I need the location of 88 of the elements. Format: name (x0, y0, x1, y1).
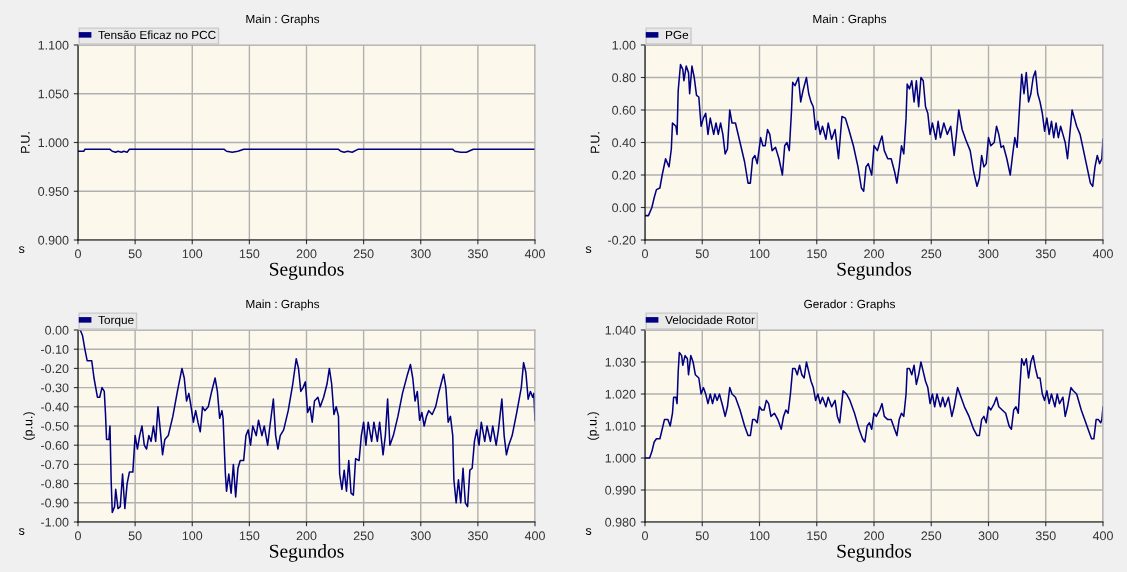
chart-title: Main : Graphs (246, 14, 320, 26)
x-axis-title: Segundos (837, 544, 912, 562)
x-tick-label: 100 (182, 531, 203, 541)
legend-label: Velocidade Rotor (665, 315, 755, 325)
x-tick-label: 100 (182, 249, 203, 259)
legend-label: Torque (98, 315, 134, 327)
line-series (645, 63, 1103, 217)
x-tick-label: 50 (128, 249, 142, 259)
y-tick-label: 1.020 (605, 389, 636, 399)
y-tick-label: -0.20 (41, 364, 69, 374)
y-tick-label: 0.900 (38, 235, 69, 245)
y-axis-title: P.U. (20, 132, 30, 153)
y-tick-label: -0.50 (41, 421, 69, 431)
x-tick-label: 200 (296, 249, 317, 259)
x-tick-label: 50 (128, 531, 142, 541)
x-tick-label: 350 (1035, 531, 1056, 541)
y-tick-label: 1.100 (38, 40, 69, 50)
x-tick-label: 0 (75, 249, 81, 259)
y-tick-label: -0.30 (41, 383, 69, 393)
x-tick-label: 100 (750, 249, 770, 259)
y-tick-label: 0.980 (605, 517, 636, 527)
x-tick-label: 250 (921, 531, 942, 541)
x-tick-label: 150 (807, 531, 827, 541)
y-tick-label: 0.00 (45, 325, 69, 335)
legend-label: PGe (666, 30, 689, 40)
y-tick-label: 0.80 (612, 73, 636, 83)
text: s (18, 246, 25, 254)
y-tick-label: 1.00 (612, 40, 636, 50)
y-tick-label: -0.70 (41, 460, 69, 470)
x-tick-label: 200 (296, 531, 317, 541)
y-axis-title: (p.u.) (23, 412, 35, 440)
x-tick-label: 300 (410, 531, 431, 541)
x-tick-label: 0 (75, 531, 81, 541)
y-tick-label: -0.60 (41, 441, 69, 450)
y-axis-title: (p.u.) (587, 412, 600, 440)
chart-title: Gerador : Graphs (804, 299, 896, 311)
y-tick-label: 1.040 (605, 325, 636, 335)
x-tick-label: 350 (467, 531, 488, 541)
y-tick-label: -0.20 (608, 235, 636, 245)
y-tick-label: -0.10 (41, 345, 69, 354)
y-tick-label: 0.990 (605, 485, 636, 495)
text: s (585, 246, 592, 254)
x-tick-label: 400 (524, 531, 545, 541)
x-tick-label: 0 (642, 249, 648, 259)
x-axis-title: Segundos (837, 262, 912, 280)
y-axis-title: P.U. (590, 132, 600, 153)
x-tick-label: 350 (467, 249, 488, 259)
text: s (585, 528, 592, 535)
x-tick-label: 400 (1092, 531, 1113, 541)
x-tick-label: 300 (410, 249, 431, 259)
x-tick-label: 50 (695, 249, 709, 259)
y-tick-label: 1.000 (605, 453, 636, 463)
y-tick-label: 0.60 (612, 105, 636, 115)
y-tick-label: 0.40 (612, 138, 636, 148)
x-tick-label: 250 (921, 249, 942, 259)
x-tick-label: 150 (239, 531, 260, 541)
x-tick-label: 200 (864, 249, 884, 259)
y-tick-label: 1.050 (38, 89, 69, 99)
x-tick-label: 300 (978, 531, 999, 541)
x-tick-label: 100 (750, 531, 770, 541)
y-tick-label: 1.030 (605, 357, 636, 367)
y-tick-label: 0.950 (38, 187, 69, 196)
x-axis-title: Segundos (269, 262, 344, 280)
y-tick-label: 0.00 (612, 203, 636, 213)
y-tick-label: 1.000 (38, 138, 69, 148)
x-tick-label: 0 (642, 531, 648, 541)
x-tick-label: 50 (695, 531, 709, 541)
y-tick-label: -1.00 (41, 517, 69, 527)
x-tick-label: 250 (353, 531, 374, 541)
y-tick-label: -0.80 (41, 479, 69, 489)
x-tick-label: 200 (864, 531, 884, 541)
x-tick-label: 250 (353, 249, 374, 259)
y-tick-label: -0.90 (41, 498, 69, 508)
x-tick-label: 150 (239, 249, 260, 259)
y-tick-label: -0.40 (41, 402, 69, 412)
x-tick-label: 300 (978, 249, 999, 259)
y-tick-label: 1.010 (605, 421, 636, 431)
y-tick-label: 0.20 (612, 170, 636, 180)
legend-label: Tensão Eficaz no PCC (98, 30, 216, 40)
chart-title: Main : Graphs (246, 299, 320, 311)
x-axis-title: Segundos (269, 544, 344, 562)
x-tick-label: 150 (807, 249, 827, 259)
line-series (645, 351, 1103, 459)
x-tick-label: 400 (1092, 249, 1113, 259)
chart-title: Main : Graphs (813, 14, 887, 26)
text: s (18, 528, 25, 535)
x-tick-label: 400 (524, 249, 545, 259)
x-tick-label: 350 (1035, 249, 1056, 259)
